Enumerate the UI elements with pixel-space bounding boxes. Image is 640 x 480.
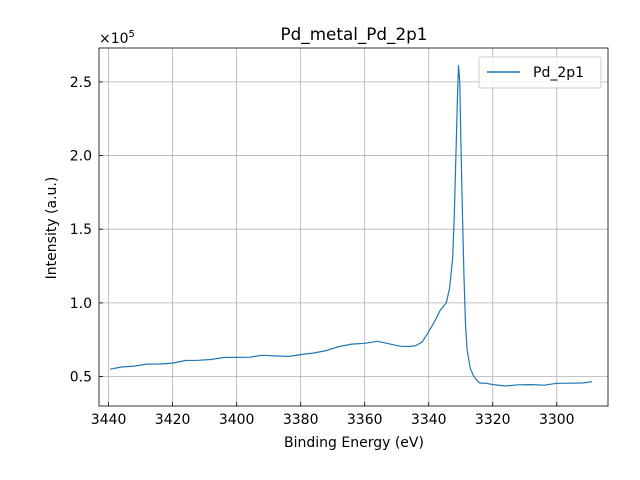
x-tick-label: 3400 bbox=[219, 412, 255, 428]
y-tick-label: 2.0 bbox=[70, 149, 92, 165]
y-tick-label: 1.0 bbox=[70, 296, 92, 312]
ticks: 3440 3420 3400 3380 3360 3340 3320 3300 0.5 1.0 1.… bbox=[70, 75, 575, 428]
y-multiplier: ×105 bbox=[99, 29, 135, 47]
x-tick-label: 3380 bbox=[283, 412, 319, 428]
x-tick-label: 3440 bbox=[91, 412, 127, 428]
gridlines bbox=[99, 48, 608, 406]
x-tick-label: 3420 bbox=[155, 412, 191, 428]
x-tick-label: 3340 bbox=[411, 412, 447, 428]
series-line-pd-2p1 bbox=[110, 65, 593, 387]
legend-box bbox=[478, 56, 602, 89]
series-layer bbox=[110, 65, 593, 387]
legend: Pd_2p1 bbox=[478, 56, 602, 89]
axes bbox=[98, 47, 609, 407]
y-tick-label: 1.5 bbox=[70, 222, 92, 238]
y-tick-label: 0.5 bbox=[70, 370, 92, 386]
x-tick-label: 3320 bbox=[475, 412, 511, 428]
legend-label-pd-2p1: Pd_2p1 bbox=[533, 65, 584, 81]
x-tick-label: 3300 bbox=[539, 412, 575, 428]
y-tick-label: 2.5 bbox=[70, 75, 92, 91]
plot-frame bbox=[98, 47, 609, 407]
x-tick-label: 3360 bbox=[347, 412, 383, 428]
x-axis-label: Binding Energy (eV) bbox=[284, 435, 424, 451]
y-axis-label: Intensity (a.u.) bbox=[44, 177, 60, 280]
chart-title: Pd_metal_Pd_2p1 bbox=[281, 24, 428, 45]
